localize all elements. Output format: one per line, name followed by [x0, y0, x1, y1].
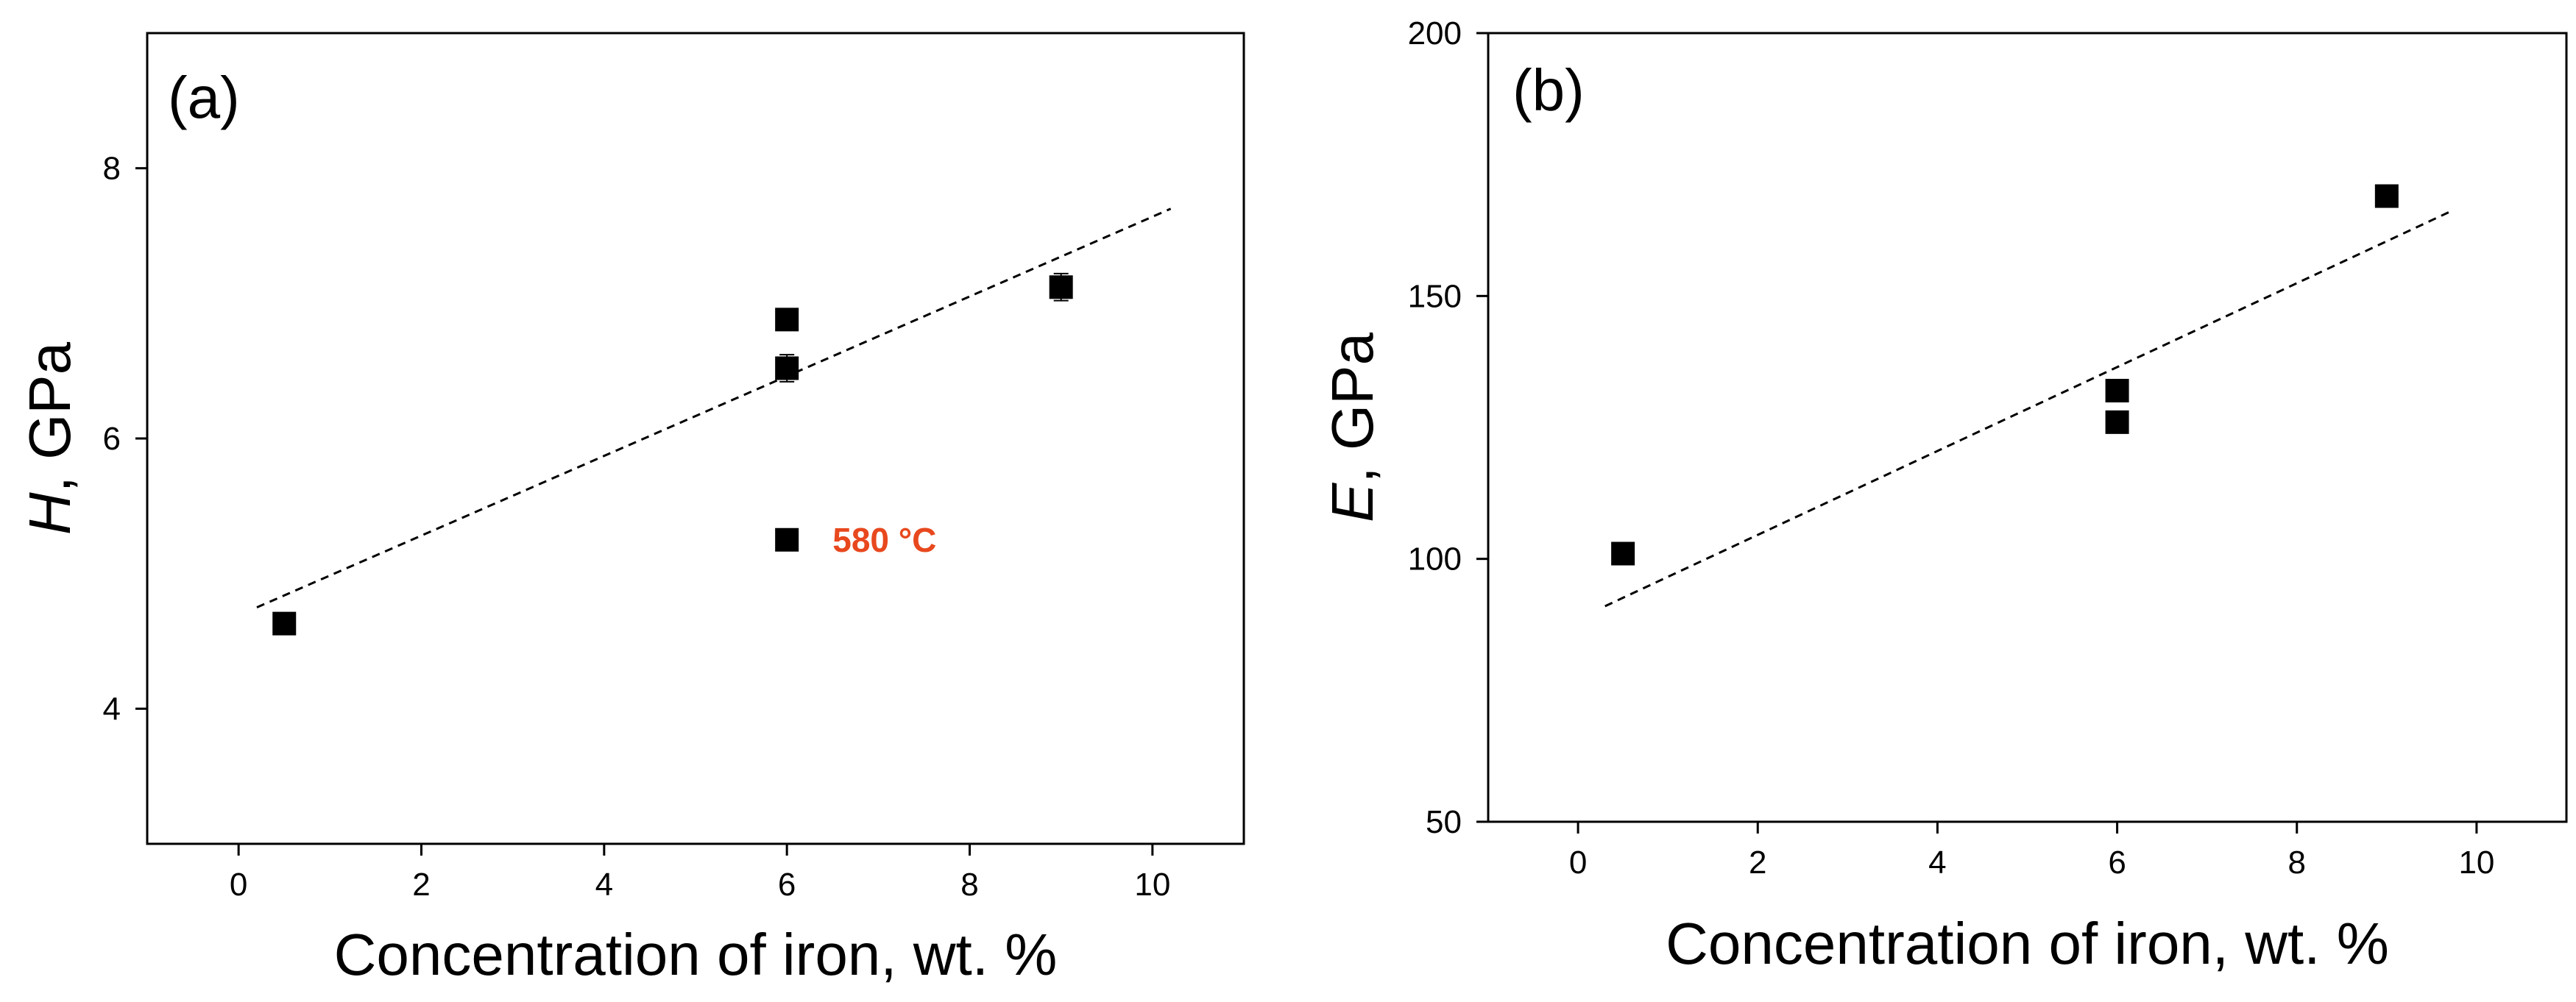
panel-b-x-tick-label: 4 [1928, 845, 1946, 881]
panel-a-y-axis-symbol: H [17, 492, 82, 535]
panel-b-y-tick-label: 200 [1408, 15, 1462, 51]
panel-a-y-tick-label: 6 [103, 421, 121, 457]
panel-b-x-tick-label: 6 [2108, 845, 2126, 881]
panel-a-x-tick-label: 4 [595, 867, 613, 903]
panel-a-y-tick-label: 4 [103, 691, 121, 727]
panel-b-ticks: 0 2 4 6 8 10 50 100 150 200 [1408, 15, 2495, 881]
panel-a-trendline [256, 207, 1172, 608]
panel-b-x-tick-label: 2 [1749, 845, 1766, 881]
panel-b-data-point [2374, 184, 2399, 208]
panel-a-x-tick-label: 6 [778, 867, 796, 903]
panel-a-data-point [775, 356, 799, 380]
panel-a-x-tick-label: 2 [412, 867, 430, 903]
panel-b-marks [1611, 184, 2399, 566]
panel-b-y-tick-label: 150 [1408, 278, 1462, 314]
panel-b-y-axis-label: E, GPa [1320, 333, 1385, 522]
panel-b-y-axis-symbol: E [1320, 482, 1385, 522]
panel-a: 0 2 4 6 8 10 4 6 8 580 °C (a) Concentration of i… [17, 32, 1245, 987]
panel-b-x-axis-label: Concentration of iron, wt. % [1666, 911, 2389, 976]
panel-a-trendline-group [256, 207, 1172, 608]
panel-b-plot-frame [1487, 32, 2568, 823]
panel-b-trendline-group [1604, 210, 2450, 608]
panel-b-trendline [1604, 210, 2450, 608]
panel-b: 0 2 4 6 8 10 50 100 150 200 (b) Concentration of … [1320, 15, 2568, 976]
panel-b-data-point [2105, 378, 2129, 402]
panel-a-annotation: 580 °C [832, 521, 936, 559]
panel-a-ticks: 0 2 4 6 8 10 4 6 8 [103, 151, 1171, 903]
panel-a-data-point [775, 527, 799, 552]
panel-b-x-tick-label: 8 [2288, 845, 2306, 881]
panel-b-y-axis-unit: , GPa [1320, 333, 1385, 483]
panel-a-data-point [775, 308, 799, 332]
panel-b-data-point [1611, 541, 1635, 566]
panel-b-y-tick-label: 100 [1408, 541, 1462, 578]
panel-a-x-tick-label: 10 [1134, 867, 1170, 903]
panel-a-x-tick-label: 8 [960, 867, 978, 903]
panel-b-data-point [2105, 410, 2129, 434]
panel-b-x-tick-label: 0 [1569, 845, 1587, 881]
panel-a-x-tick-label: 0 [230, 867, 247, 903]
panel-a-data-point [272, 611, 297, 636]
panel-b-label: (b) [1512, 57, 1585, 123]
panel-a-x-axis-label: Concentration of iron, wt. % [334, 922, 1058, 987]
panel-a-y-tick-label: 8 [103, 151, 121, 187]
panel-a-y-axis-label: H, GPa [17, 341, 82, 535]
panel-a-data-point [1049, 275, 1073, 299]
panel-a-marks: 580 °C [272, 272, 1073, 636]
panel-b-x-tick-label: 10 [2458, 845, 2494, 881]
panel-a-label: (a) [168, 65, 240, 130]
panel-a-y-axis-unit: , GPa [17, 341, 82, 492]
panel-b-y-tick-label: 50 [1426, 804, 1462, 840]
